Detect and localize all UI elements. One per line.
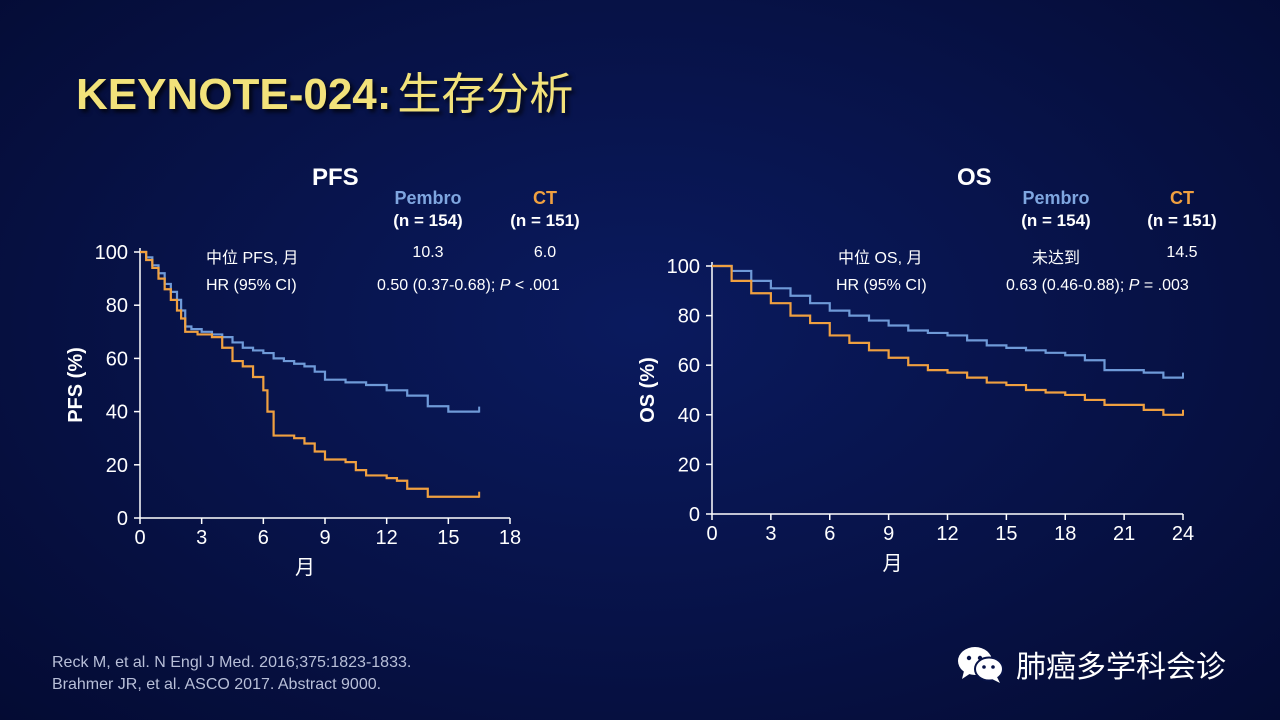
pfs-x-tick-label: 18 <box>499 527 521 549</box>
os-panel-title: OS <box>957 164 992 191</box>
slide-title-cjk: 生存分析 <box>397 69 574 120</box>
os-median-ct: 14.5 <box>1166 244 1198 261</box>
os-y-tick-label: 60 <box>678 355 700 377</box>
pfs-pembro-label: Pembro <box>394 188 462 208</box>
os-y-tick-label: 20 <box>678 454 700 476</box>
pfs-p-value: < .001 <box>514 277 560 294</box>
pfs-y-tick-label: 20 <box>106 455 128 477</box>
os-ct-n: (n = 151) <box>1147 211 1217 230</box>
os-pembro-label: Pembro <box>1022 188 1090 208</box>
pfs-median-ct: 6.0 <box>533 244 557 261</box>
pfs-median-label: 中位 PFS, 月 <box>206 250 299 267</box>
os-pembro-curve <box>712 264 1183 379</box>
os-hr-value: 0.63 (0.46-0.88); P = .003 <box>1006 277 1189 295</box>
os-x-tick-label: 12 <box>936 523 958 545</box>
pfs-p-label: P <box>499 277 511 294</box>
pfs-pembro-n: (n = 154) <box>393 211 463 230</box>
os-y-tick-label: 40 <box>678 405 700 427</box>
pfs-hr-value: 0.50 (0.37-0.68); P < .001 <box>377 277 560 295</box>
brand-text: 肺癌多学科会诊 <box>1016 650 1226 685</box>
os-y-tick-label: 0 <box>689 504 700 526</box>
os-p-value: = .003 <box>1143 277 1189 294</box>
brand-watermark: 肺癌多学科会诊 <box>956 642 1226 686</box>
pfs-ct-label: CT <box>533 188 557 208</box>
pfs-x-tick-label: 3 <box>196 527 207 549</box>
os-hr-ci: 0.63 (0.46-0.88); <box>1006 277 1125 294</box>
os-x-tick-label: 24 <box>1172 523 1194 545</box>
pfs-y-axis-label: PFS (%) <box>65 347 87 423</box>
os-median-label: 中位 OS, 月 <box>838 250 923 267</box>
pfs-x-axis-label: 月 <box>295 557 315 579</box>
pfs-y-tick-label: 80 <box>106 295 128 317</box>
pfs-panel-title: PFS <box>312 164 359 191</box>
pfs-x-tick-label: 9 <box>319 527 330 549</box>
os-p-label: P <box>1128 277 1140 294</box>
os-x-axis-label: 月 <box>883 553 903 575</box>
pfs-ct-curve <box>140 250 480 498</box>
os-ct-curve <box>712 264 1183 416</box>
os-hr-label: HR (95% CI) <box>836 277 927 294</box>
os-plot: 0 20 40 60 80 100 0 3 6 9 12 15 18 21 24 月 OS (%) <box>637 256 1194 575</box>
pfs-hr-label: HR (95% CI) <box>206 277 297 294</box>
wechat-icon <box>958 647 1004 683</box>
pfs-pembro-curve <box>140 250 480 413</box>
os-x-tick-label: 0 <box>706 523 717 545</box>
pfs-x-tick-label: 15 <box>437 527 459 549</box>
os-y-tick-label: 80 <box>678 306 700 328</box>
pfs-median-pembro: 10.3 <box>412 244 444 261</box>
os-ct-label: CT <box>1170 188 1194 208</box>
os-y-tick-label: 100 <box>667 256 700 278</box>
references: Reck M, et al. N Engl J Med. 2016;375:18… <box>52 652 411 696</box>
pfs-y-tick-label: 40 <box>106 402 128 424</box>
pfs-x-tick-label: 6 <box>258 527 269 549</box>
pfs-y-tick-label: 0 <box>117 508 128 530</box>
os-x-tick-label: 18 <box>1054 523 1076 545</box>
slide-title: KEYNOTE-024: 生存分析 <box>76 58 573 122</box>
reference-2: Brahmer JR, et al. ASCO 2017. Abstract 9… <box>52 676 382 693</box>
os-x-tick-label: 9 <box>883 523 894 545</box>
pfs-y-tick-label: 100 <box>95 242 128 264</box>
pfs-x-tick-label: 12 <box>376 527 398 549</box>
os-x-tick-label: 3 <box>765 523 776 545</box>
pfs-y-tick-label: 60 <box>106 348 128 370</box>
pfs-plot: 0 20 40 60 80 100 0 3 6 9 12 15 18 月 PFS (%) <box>65 242 521 579</box>
os-y-axis-label: OS (%) <box>637 357 659 423</box>
pfs-hr-ci: 0.50 (0.37-0.68); <box>377 277 496 294</box>
os-x-tick-label: 15 <box>995 523 1017 545</box>
os-x-tick-label: 21 <box>1113 523 1135 545</box>
os-pembro-n: (n = 154) <box>1021 211 1091 230</box>
pfs-ct-n: (n = 151) <box>510 211 580 230</box>
pfs-x-tick-label: 0 <box>134 527 145 549</box>
os-x-tick-label: 6 <box>824 523 835 545</box>
reference-1: Reck M, et al. N Engl J Med. 2016;375:18… <box>52 654 412 671</box>
os-median-pembro: 未达到 <box>1031 250 1080 267</box>
slide-title-latin: KEYNOTE-024: <box>76 70 392 119</box>
